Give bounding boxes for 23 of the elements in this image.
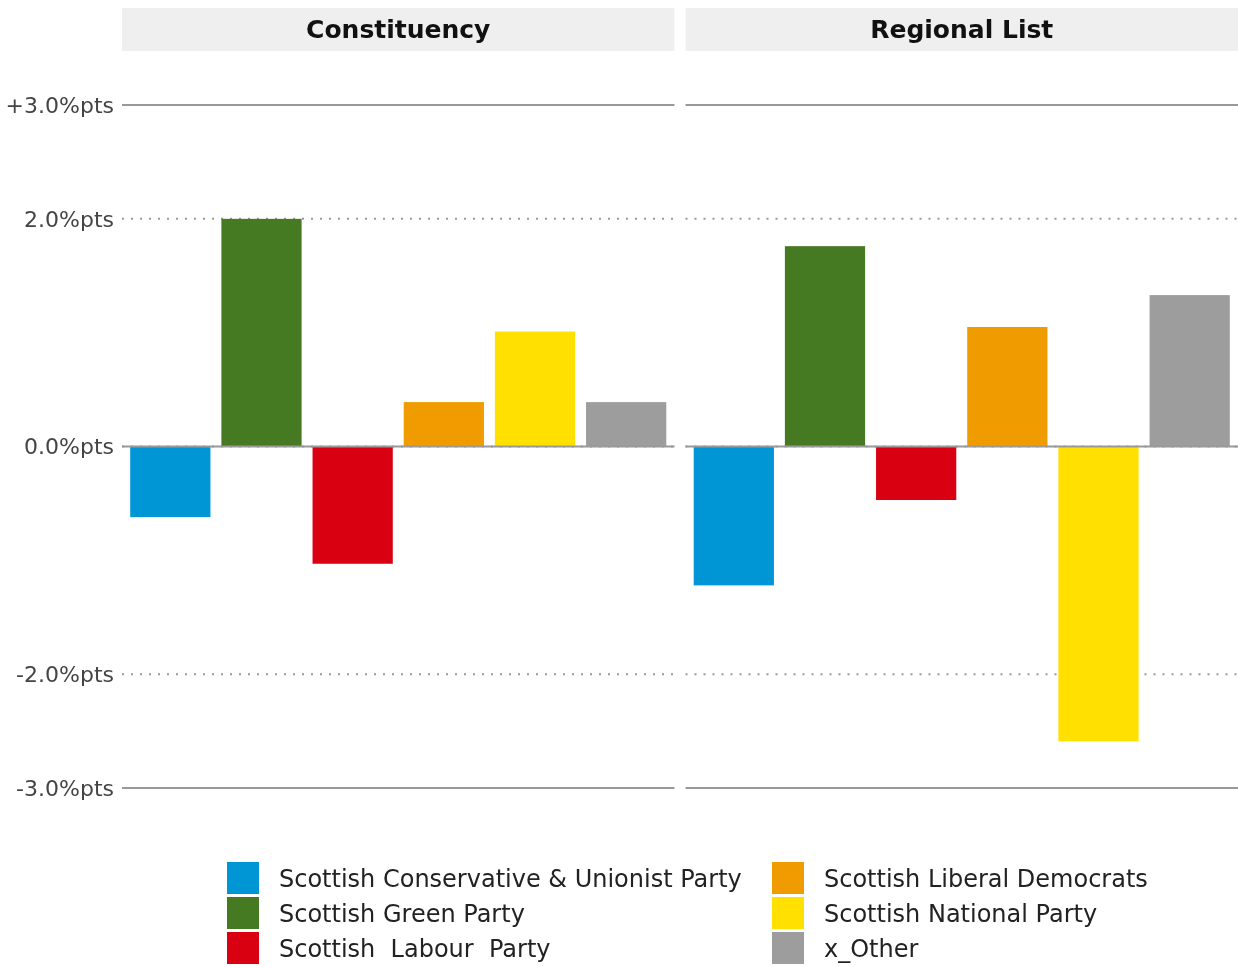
bar (221, 218, 302, 447)
y-tick-label: +3.0%pts (5, 92, 114, 118)
bar (403, 402, 484, 447)
x-tick-label: Constituency (306, 15, 491, 44)
bar (130, 446, 211, 518)
legend-label: x_Other (824, 935, 919, 963)
legend-label: Scottish Green Party (279, 900, 525, 928)
y-tick-label: -3.0%pts (16, 775, 114, 801)
y-tick-label: 0.0%pts (24, 434, 114, 460)
legend-label: Scottish Conservative & Unionist Party (279, 865, 742, 893)
bar (784, 246, 866, 447)
bar (693, 446, 774, 586)
bar (312, 446, 393, 564)
legend-label: Scottish Liberal Democrats (824, 865, 1148, 893)
bar (876, 446, 957, 500)
y-tick-label: 2.0%pts (24, 206, 114, 232)
legend-label: Scottish Labour Party (279, 935, 551, 963)
x-tick-label: Regional List (870, 15, 1054, 44)
bar (1058, 446, 1139, 742)
bar (494, 331, 576, 447)
bar (967, 326, 1048, 447)
legend-label: Scottish National Party (824, 900, 1098, 928)
y-tick-label: -2.0%pts (16, 661, 114, 687)
